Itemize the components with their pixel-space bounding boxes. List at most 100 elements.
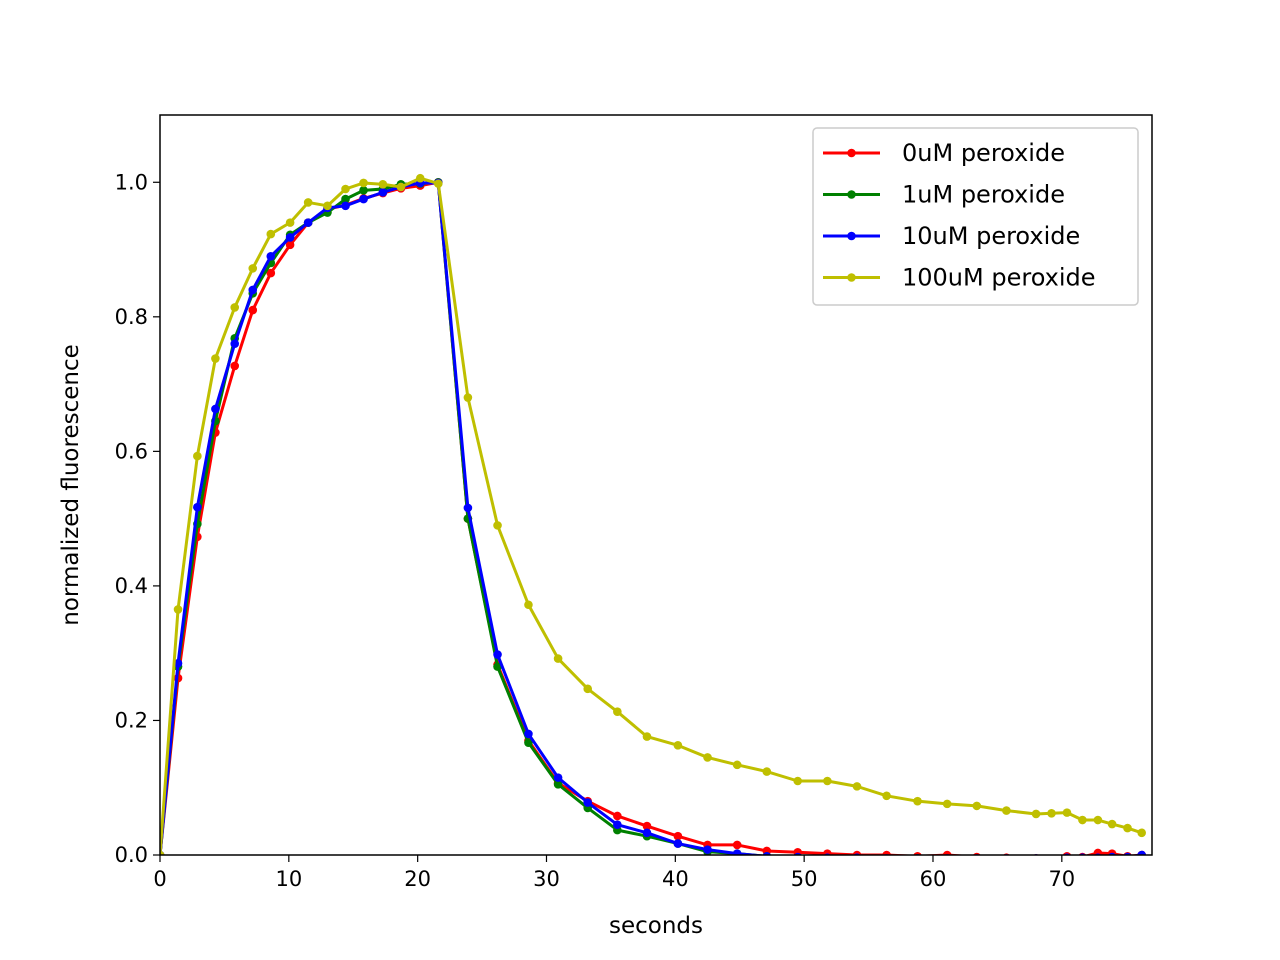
data-point xyxy=(266,268,276,278)
y-tick-label: 0.4 xyxy=(115,574,148,598)
data-point xyxy=(703,845,712,854)
x-tick-label: 20 xyxy=(404,867,431,891)
x-tick-label: 30 xyxy=(533,867,560,891)
data-point xyxy=(1062,808,1072,817)
legend-item: 100uM peroxide xyxy=(823,264,1096,292)
data-point xyxy=(1123,823,1132,833)
data-point xyxy=(266,229,276,239)
series-2 xyxy=(160,178,1146,855)
x-tick-label: 10 xyxy=(275,867,302,891)
data-point xyxy=(396,182,406,192)
data-point xyxy=(1093,848,1103,855)
data-point xyxy=(762,767,772,776)
data-point xyxy=(415,173,425,183)
data-point xyxy=(972,801,982,811)
series-line xyxy=(160,181,1142,855)
data-point xyxy=(211,404,220,414)
data-point xyxy=(823,776,832,786)
data-point xyxy=(703,753,712,762)
y-axis: 0.0 0.2 0.4 0.6 0.8 1.0 xyxy=(115,170,160,867)
legend-item: 0uM peroxide xyxy=(823,139,1065,167)
legend-box xyxy=(812,127,1139,306)
x-tick-label: 0 xyxy=(153,867,166,891)
data-point xyxy=(553,654,563,663)
legend-label: 10uM peroxide xyxy=(902,222,1080,250)
data-point xyxy=(793,776,803,786)
legend-label: 0uM peroxide xyxy=(902,139,1065,167)
data-point xyxy=(1002,806,1011,815)
data-point xyxy=(433,179,443,188)
legend-label: 1uM peroxide xyxy=(902,181,1065,209)
data-point xyxy=(882,791,891,801)
data-point xyxy=(248,305,258,315)
data-point xyxy=(942,850,952,855)
legend-marker xyxy=(847,273,856,282)
legend-marker xyxy=(847,190,856,199)
legend-item: 10uM peroxide xyxy=(823,222,1080,250)
x-axis: 0 10 20 30 40 50 60 70 xyxy=(153,855,1075,891)
data-point xyxy=(583,798,593,807)
data-point xyxy=(378,188,388,197)
data-point xyxy=(1047,808,1056,818)
data-point xyxy=(359,186,368,195)
data-point xyxy=(285,240,295,250)
data-point xyxy=(211,354,220,363)
data-point xyxy=(493,650,502,659)
y-tick-label: 0.0 xyxy=(115,843,148,867)
data-point xyxy=(285,233,295,242)
data-point xyxy=(613,811,622,821)
data-point xyxy=(1078,815,1087,825)
legend: 0uM peroxide 1uM peroxide 10uM peroxide 100… xyxy=(812,127,1139,306)
y-tick-label: 1.0 xyxy=(115,170,148,194)
data-point xyxy=(823,849,832,855)
data-point xyxy=(642,828,652,838)
data-point xyxy=(524,600,533,610)
data-point xyxy=(1137,850,1146,855)
data-point xyxy=(642,732,652,741)
legend-item: 1uM peroxide xyxy=(823,181,1065,209)
series-layer xyxy=(160,173,1146,855)
x-tick-label: 50 xyxy=(791,867,818,891)
data-point xyxy=(173,605,183,614)
data-point xyxy=(793,848,803,855)
data-point xyxy=(1107,819,1117,829)
x-axis-label: seconds xyxy=(609,913,703,939)
data-point xyxy=(732,760,742,770)
data-point xyxy=(341,194,350,204)
data-point xyxy=(583,684,593,694)
data-point xyxy=(359,194,368,204)
data-point xyxy=(732,840,742,850)
data-point xyxy=(553,773,563,782)
data-point xyxy=(524,729,533,739)
data-point xyxy=(524,738,533,747)
data-point xyxy=(378,179,388,189)
data-point xyxy=(613,820,622,830)
data-point xyxy=(160,850,165,855)
data-point xyxy=(359,178,368,188)
data-point xyxy=(493,662,502,671)
data-point xyxy=(303,198,313,207)
data-point xyxy=(1137,828,1146,838)
y-tick-label: 0.8 xyxy=(115,305,148,329)
data-point xyxy=(230,339,240,349)
series-3 xyxy=(160,173,1146,855)
data-point xyxy=(193,451,202,461)
data-point xyxy=(642,821,652,831)
data-point xyxy=(285,218,295,227)
data-point xyxy=(463,503,473,513)
data-point xyxy=(303,218,313,227)
y-tick-label: 0.6 xyxy=(115,439,148,463)
legend-label: 100uM peroxide xyxy=(902,264,1096,292)
data-point xyxy=(193,502,202,512)
plot-frame xyxy=(159,114,1153,856)
data-point xyxy=(673,839,683,848)
y-axis-label: normalized fluorescence xyxy=(58,344,84,626)
data-point xyxy=(553,780,563,789)
y-tick-label: 0.2 xyxy=(115,708,148,732)
data-point xyxy=(942,799,952,809)
data-point xyxy=(852,782,862,791)
legend-marker xyxy=(847,148,856,158)
data-point xyxy=(673,831,683,841)
data-point xyxy=(173,658,183,668)
